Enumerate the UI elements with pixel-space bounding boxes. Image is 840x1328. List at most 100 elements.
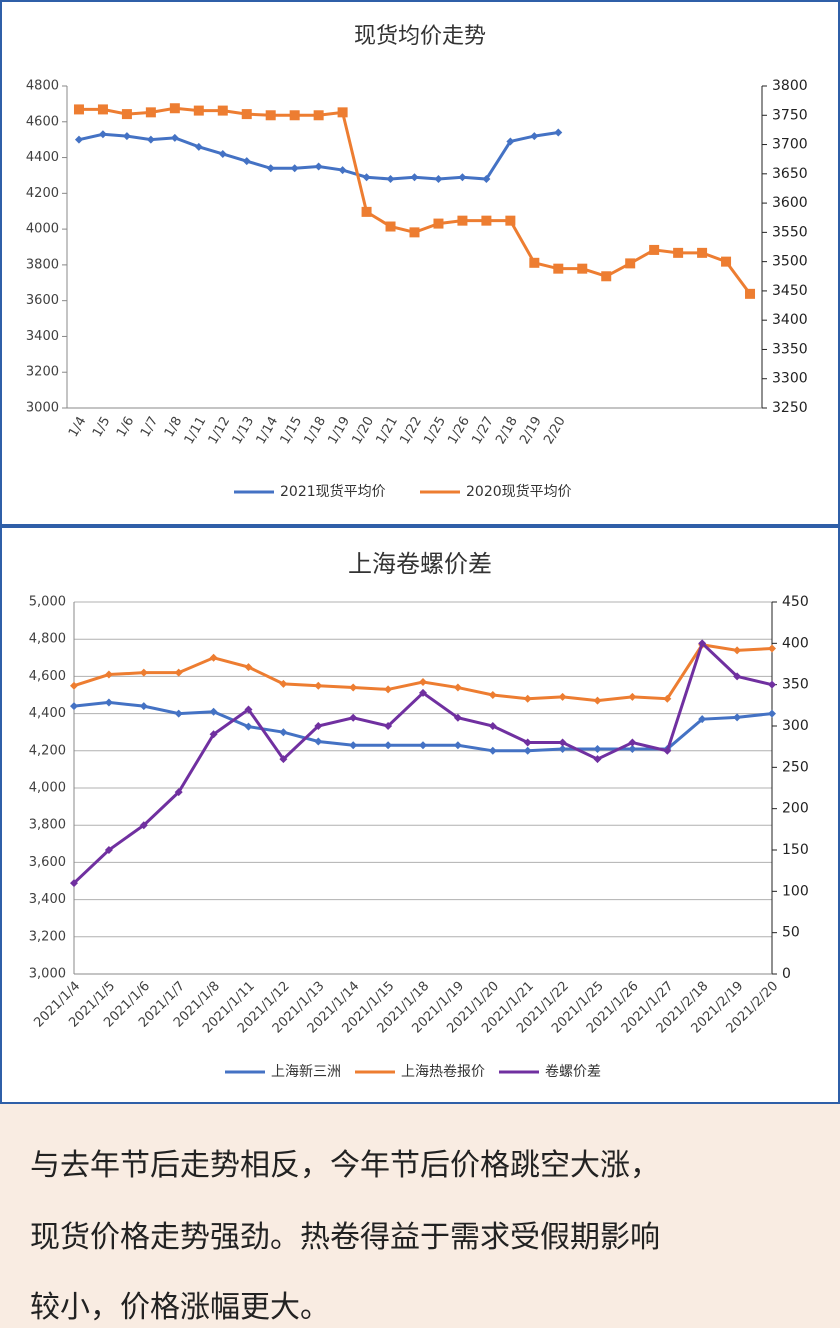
y-tick-label: 3400 — [26, 329, 59, 344]
y2-tick-label: 200 — [782, 801, 809, 817]
x-tick-label: 1/12 — [206, 414, 234, 447]
point — [361, 206, 372, 217]
point — [146, 135, 155, 144]
y2-tick-label: 3700 — [772, 137, 808, 153]
x-tick-label: 1/20 — [349, 414, 377, 447]
y2-tick-label: 250 — [782, 759, 809, 775]
y2-tick-label: 400 — [782, 635, 809, 651]
point — [349, 713, 358, 722]
point — [530, 132, 539, 141]
legend-label: 2021现货平均价 — [280, 483, 386, 500]
point — [481, 215, 492, 226]
note-line: 较小，价格涨幅更大。 — [30, 1290, 330, 1325]
point — [488, 722, 497, 730]
point — [593, 696, 602, 705]
point — [70, 702, 78, 711]
point — [337, 107, 348, 118]
y2-tick-label: 150 — [782, 842, 809, 858]
note: 与去年节后走势相反，今年节后价格跳空大涨， 现货价格走势强劲。热卷得益于需求受假… — [0, 1104, 840, 1328]
y-tick-label: 4000 — [26, 222, 59, 237]
y-tick-label: 4600 — [26, 114, 59, 129]
point — [266, 164, 275, 173]
point — [554, 128, 563, 137]
point — [290, 164, 299, 173]
point — [97, 104, 108, 115]
legend-label: 2020现货平均价 — [466, 483, 572, 500]
point — [488, 691, 497, 699]
y-tick-label: 4,800 — [29, 632, 66, 647]
legend-label: 上海热卷报价 — [401, 1064, 485, 1080]
point — [488, 746, 497, 755]
point — [733, 646, 742, 655]
point — [244, 663, 253, 672]
point — [174, 788, 183, 797]
point — [698, 639, 707, 648]
y2-tick-label: 3300 — [772, 371, 808, 387]
y-tick-label: 3,200 — [29, 929, 66, 944]
point — [733, 713, 742, 722]
point — [506, 137, 515, 146]
y2-tick-label: 3500 — [772, 254, 808, 270]
point — [410, 173, 419, 182]
point — [505, 215, 516, 226]
point — [174, 668, 183, 677]
point — [314, 681, 323, 690]
y-tick-label: 3,000 — [29, 967, 66, 982]
point — [314, 162, 323, 171]
point — [558, 738, 567, 747]
point — [241, 109, 252, 120]
point — [419, 677, 427, 686]
x-tick-label: 1/5 — [90, 414, 113, 440]
y2-tick-label: 450 — [782, 594, 809, 610]
point — [384, 685, 393, 694]
x-tick-label: 1/11 — [182, 414, 210, 447]
y2-tick-label: 50 — [782, 925, 800, 941]
point — [70, 879, 78, 888]
point — [558, 744, 567, 753]
point — [628, 744, 637, 753]
chart: 现货均价走势 3000 3200 3400 3600 3800 4000 4200 4400 46… — [26, 24, 808, 500]
x-tick-label: 1/19 — [326, 414, 354, 447]
point — [553, 263, 564, 274]
point — [209, 730, 218, 739]
point — [768, 709, 776, 718]
point — [139, 702, 148, 711]
point — [593, 744, 602, 753]
point — [289, 110, 300, 121]
point — [673, 247, 684, 258]
point — [458, 173, 467, 182]
point — [523, 738, 532, 747]
y-tick-label: 4,600 — [29, 669, 66, 684]
point — [523, 746, 532, 755]
point — [745, 288, 756, 299]
point — [386, 175, 395, 184]
y2-tick-label: 100 — [782, 883, 809, 899]
x-tick-label: 1/21 — [373, 414, 401, 447]
legend-label: 卷螺价差 — [545, 1064, 601, 1080]
point — [169, 103, 180, 114]
x-tick-label: 1/22 — [397, 414, 425, 447]
y2-tick-label: 3250 — [772, 400, 808, 416]
point — [314, 722, 323, 730]
point — [121, 109, 132, 120]
point — [453, 683, 462, 692]
point — [279, 728, 288, 737]
y2-tick-label: 3550 — [772, 224, 808, 240]
point — [721, 256, 732, 267]
point — [593, 755, 602, 764]
point — [482, 175, 491, 184]
x-tick-label: 1/6 — [114, 414, 137, 440]
point — [104, 670, 113, 679]
point — [628, 692, 637, 701]
point — [279, 679, 288, 688]
chart: 上海卷螺价差 3,000 3,200 3,400 3,600 3,800 4,000 4,20… — [29, 550, 809, 1080]
y2-tick-label: 3800 — [772, 78, 808, 94]
point — [628, 738, 637, 747]
point — [433, 218, 444, 229]
y-tick-label: 5,000 — [29, 595, 66, 610]
y2-tick-label: 3650 — [772, 166, 808, 182]
point — [218, 149, 227, 158]
point — [453, 713, 462, 722]
point — [663, 746, 672, 755]
